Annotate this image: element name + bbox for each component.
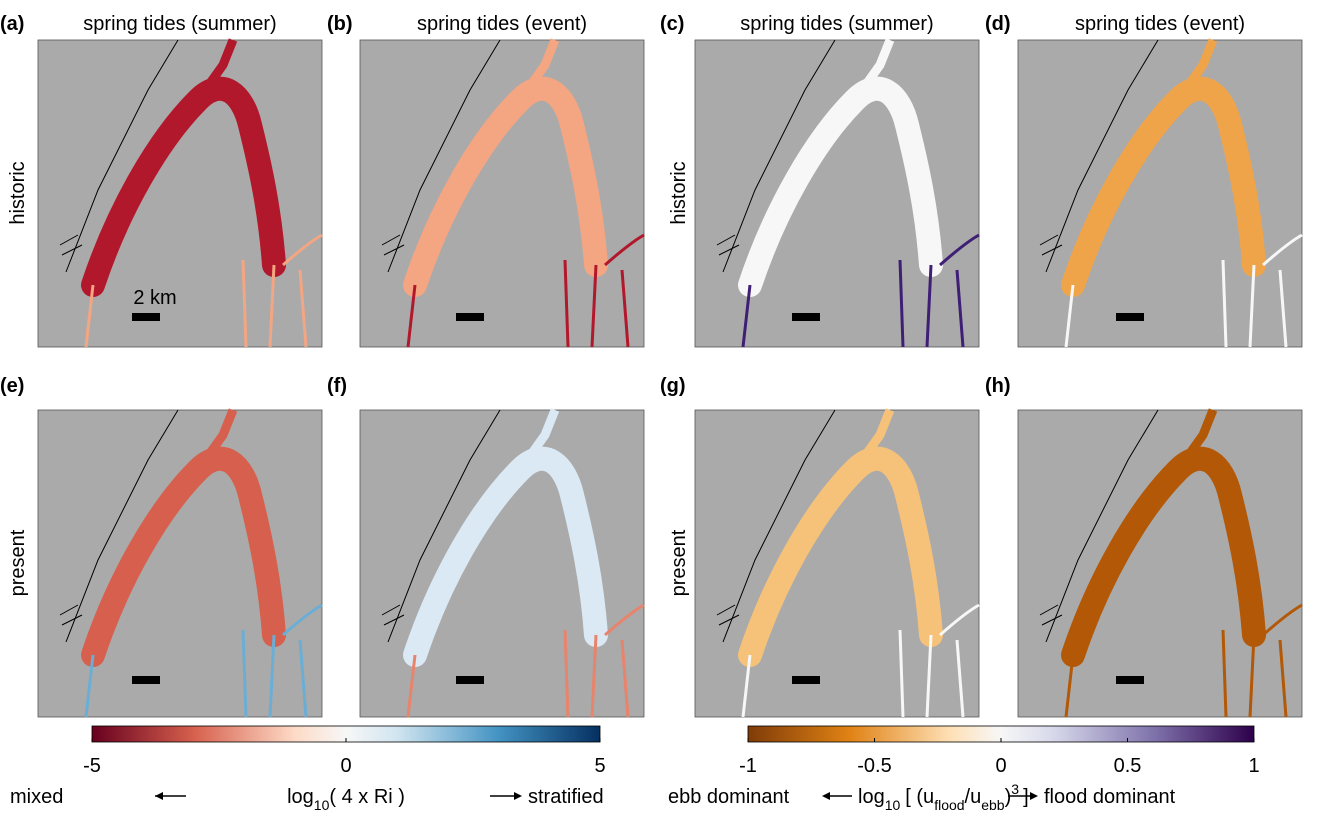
panel: (a) spring tides (summer) historic 2 km: [0, 13, 322, 347]
label-part: ]: [1023, 786, 1029, 808]
panel-label: (c): [660, 13, 684, 35]
label-part: ): [1005, 786, 1012, 808]
row-label: present: [7, 529, 29, 596]
scale-bar: [1116, 313, 1144, 321]
scale-bar: [456, 313, 484, 321]
panel-label: (g): [660, 375, 686, 397]
arrow-head: [155, 792, 163, 800]
colorbar-tick-label: 0: [995, 755, 1006, 777]
arrow-head: [822, 792, 830, 800]
colorbar-left-label: ebb dominant: [668, 786, 790, 808]
panel-label: (f): [327, 375, 347, 397]
colorbar-title: log10[ (uflood/uebb)3]: [858, 781, 1029, 813]
map: [1018, 40, 1302, 347]
label-part: 10: [314, 797, 330, 813]
colorbar-tick-label: -5: [83, 755, 101, 777]
map: [695, 40, 979, 347]
row-label: present: [668, 529, 690, 596]
scale-bar: [132, 676, 160, 684]
panel-label: (b): [327, 13, 353, 35]
arrow-head: [514, 792, 522, 800]
label-part: 10: [885, 797, 901, 813]
panel: (c) spring tides (summer) historic: [660, 13, 979, 347]
panel-title: spring tides (event): [417, 13, 587, 35]
map: [38, 40, 322, 347]
colorbar-tick-label: -0.5: [857, 755, 891, 777]
map: [695, 410, 979, 717]
colorbar-right-label: stratified: [528, 786, 604, 808]
panel: (b) spring tides (event): [327, 13, 644, 347]
label-part: /u: [965, 786, 982, 808]
row-label: historic: [668, 161, 690, 224]
panel-title: spring tides (summer): [83, 13, 276, 35]
map: [1018, 410, 1302, 717]
colorbar-tick-label: 0: [340, 755, 351, 777]
colorbar-right-label: flood dominant: [1044, 786, 1176, 808]
label-part: log: [858, 786, 885, 808]
scale-bar: [1116, 676, 1144, 684]
map: [38, 410, 322, 717]
panel: (e) present: [0, 375, 322, 717]
colorbar-left-label: mixed: [10, 786, 63, 808]
row-label: historic: [7, 161, 29, 224]
panel-title: spring tides (event): [1075, 13, 1245, 35]
label-part: log: [287, 786, 314, 808]
map: [360, 410, 644, 717]
panel: (d) spring tides (event): [985, 13, 1302, 347]
panel: (g) present: [660, 375, 979, 717]
panel-label: (a): [0, 13, 24, 35]
label-part: [ (u: [905, 786, 934, 808]
label-part: flood: [934, 797, 964, 813]
colorbar-tick-label: 5: [594, 755, 605, 777]
scale-bar: [792, 313, 820, 321]
label-part: ( 4 x Ri ): [329, 786, 405, 808]
panel-label: (h): [985, 375, 1011, 397]
arrow-head: [1030, 792, 1038, 800]
label-part: 3: [1011, 781, 1019, 797]
map: [360, 40, 644, 347]
colorbar-tick-label: -1: [739, 755, 757, 777]
panel-label: (e): [0, 375, 24, 397]
panel-title: spring tides (summer): [740, 13, 933, 35]
scale-bar: [792, 676, 820, 684]
label-part: ebb: [981, 797, 1005, 813]
colorbar-tick-label: 0.5: [1114, 755, 1142, 777]
scale-bar-label: 2 km: [133, 287, 176, 309]
scale-bar: [456, 676, 484, 684]
colorbar-title: log10( 4 x Ri ): [287, 786, 405, 813]
colorbar-tick-label: 1: [1248, 755, 1259, 777]
panel-label: (d): [985, 13, 1011, 35]
scale-bar: [132, 313, 160, 321]
panel: (f): [327, 375, 644, 717]
panel: (h): [985, 375, 1302, 717]
